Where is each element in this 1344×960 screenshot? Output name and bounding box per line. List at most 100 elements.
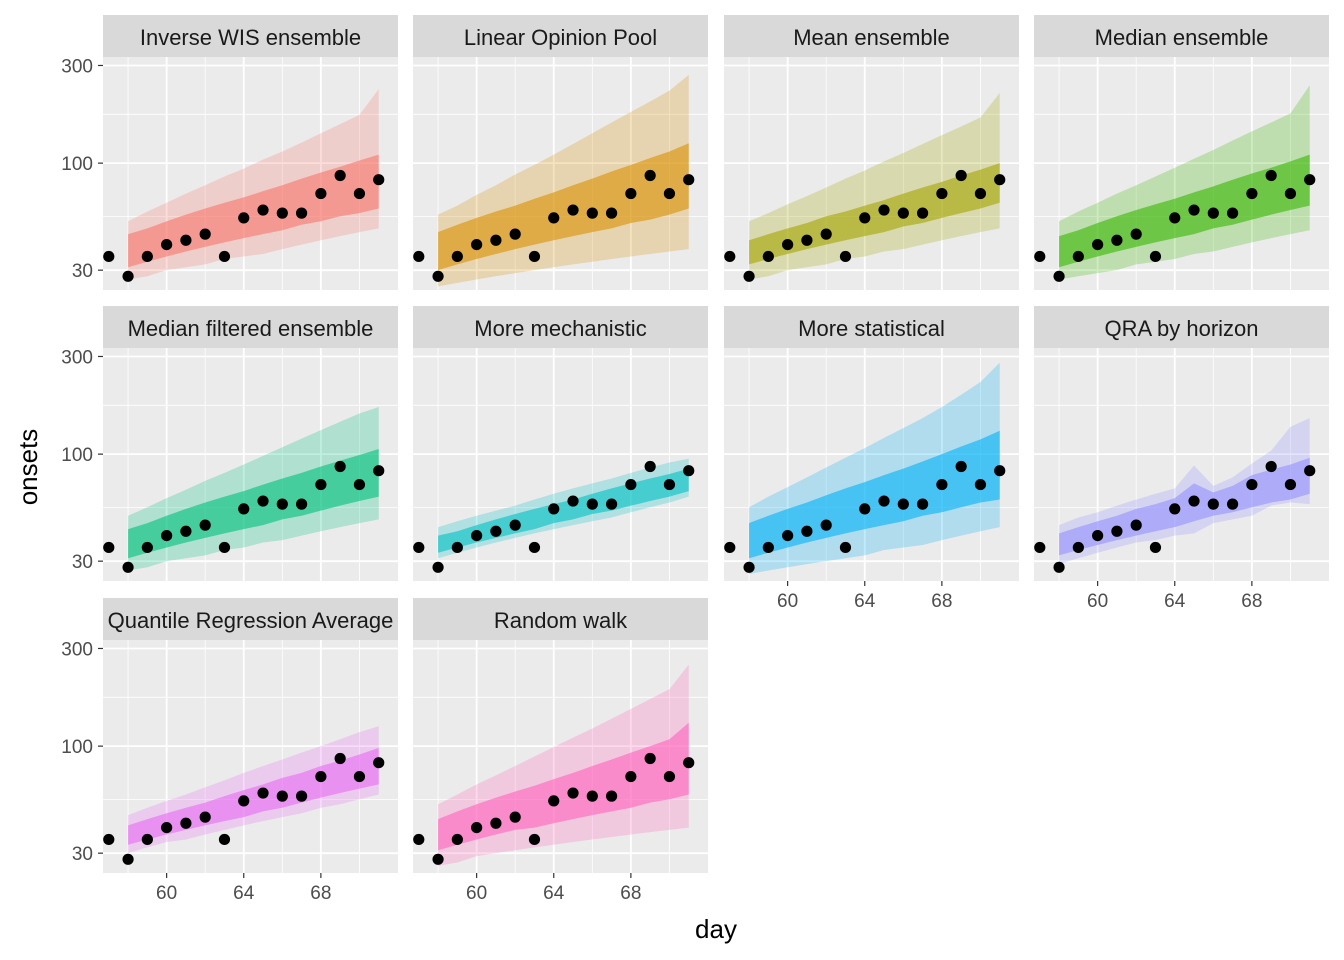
observed-point — [353, 770, 366, 783]
observed-point — [490, 817, 502, 829]
observed-point — [586, 790, 598, 802]
observed-point — [683, 757, 695, 769]
observed-point — [122, 561, 134, 573]
observed-point — [334, 169, 346, 182]
observed-point — [276, 498, 288, 510]
observed-point — [605, 207, 618, 219]
observed-point — [743, 270, 755, 282]
observed-point — [762, 250, 774, 263]
x-axis-title: day — [695, 914, 737, 944]
observed-point — [315, 187, 327, 200]
observed-point — [1188, 495, 1200, 507]
observed-point — [724, 250, 736, 263]
observed-point — [257, 787, 269, 799]
observed-point — [644, 752, 656, 765]
observed-point — [295, 498, 308, 510]
observed-point — [295, 207, 308, 219]
observed-point — [1111, 234, 1123, 246]
observed-point — [218, 250, 231, 263]
observed-point — [180, 234, 192, 246]
observed-point — [1265, 460, 1277, 473]
observed-point — [1246, 187, 1258, 200]
panel-more-statistical: More statistical 60 64 68 — [724, 306, 1019, 612]
observed-point — [103, 250, 115, 263]
strip-background — [1034, 306, 1329, 348]
observed-point — [820, 519, 832, 531]
observed-point — [257, 495, 269, 507]
x-tick-label: 68 — [1241, 591, 1262, 612]
observed-point — [315, 770, 327, 783]
observed-point — [1304, 465, 1316, 477]
y-tick-label: 300 — [61, 347, 93, 368]
x-tick-label: 64 — [1164, 591, 1186, 612]
y-axis-title: onsets — [13, 429, 43, 506]
observed-point — [801, 525, 813, 537]
observed-point — [180, 817, 192, 829]
strip-title: More mechanistic — [474, 316, 646, 341]
strip-background — [1034, 15, 1329, 57]
strip-background — [413, 598, 708, 640]
y-tick-label: 30 — [72, 261, 93, 282]
observed-point — [782, 238, 794, 251]
observed-point — [1053, 270, 1065, 282]
observed-point — [161, 821, 173, 834]
observed-point — [1169, 212, 1181, 224]
strip-background — [724, 306, 1019, 348]
observed-point — [432, 270, 444, 282]
observed-point — [218, 541, 231, 554]
observed-point — [218, 833, 231, 846]
observed-point — [471, 238, 483, 251]
y-tick-label: 300 — [61, 639, 93, 660]
observed-point — [199, 519, 211, 531]
observed-point — [1034, 541, 1046, 554]
observed-point — [432, 853, 444, 865]
x-tick-label: 64 — [543, 883, 565, 904]
observed-point — [1034, 250, 1046, 263]
observed-point — [625, 187, 637, 200]
panel-quantile-regression-average: Quantile Regression Average 30 100 300 60 64 6… — [61, 598, 398, 904]
x-tick-label: 68 — [620, 883, 641, 904]
observed-point — [663, 478, 676, 491]
panel-mean-ensemble: Mean ensemble — [724, 15, 1019, 290]
observed-point — [199, 811, 211, 823]
observed-point — [548, 795, 560, 807]
observed-point — [625, 770, 637, 783]
x-tick-label: 68 — [931, 591, 952, 612]
y-tick-label: 100 — [61, 737, 93, 758]
observed-point — [528, 541, 541, 554]
observed-point — [276, 790, 288, 802]
inner-interval-ribbon — [749, 430, 1000, 559]
observed-point — [897, 207, 909, 219]
observed-point — [257, 204, 269, 216]
panel-linear-opinion-pool: Linear Opinion Pool — [413, 15, 708, 290]
x-tick-label: 64 — [854, 591, 876, 612]
strip-title: Inverse WIS ensemble — [140, 25, 361, 50]
observed-point — [413, 541, 425, 554]
observed-point — [916, 207, 929, 219]
observed-point — [916, 498, 929, 510]
observed-point — [897, 498, 909, 510]
observed-point — [605, 790, 618, 802]
observed-point — [471, 529, 483, 542]
observed-point — [1130, 228, 1142, 240]
observed-point — [878, 495, 890, 507]
y-tick-label: 30 — [72, 552, 93, 573]
observed-point — [353, 187, 366, 200]
observed-point — [548, 212, 560, 224]
observed-point — [1188, 204, 1200, 216]
observed-point — [1207, 207, 1219, 219]
observed-point — [334, 752, 346, 765]
observed-point — [471, 821, 483, 834]
observed-point — [663, 187, 676, 200]
observed-point — [1207, 498, 1219, 510]
observed-point — [724, 541, 736, 554]
observed-point — [238, 795, 250, 807]
observed-point — [1226, 498, 1239, 510]
observed-point — [373, 465, 385, 477]
strip-background — [103, 15, 398, 57]
observed-point — [936, 478, 948, 491]
observed-point — [1149, 250, 1162, 263]
strip-title: Linear Opinion Pool — [464, 25, 657, 50]
observed-point — [955, 169, 967, 182]
